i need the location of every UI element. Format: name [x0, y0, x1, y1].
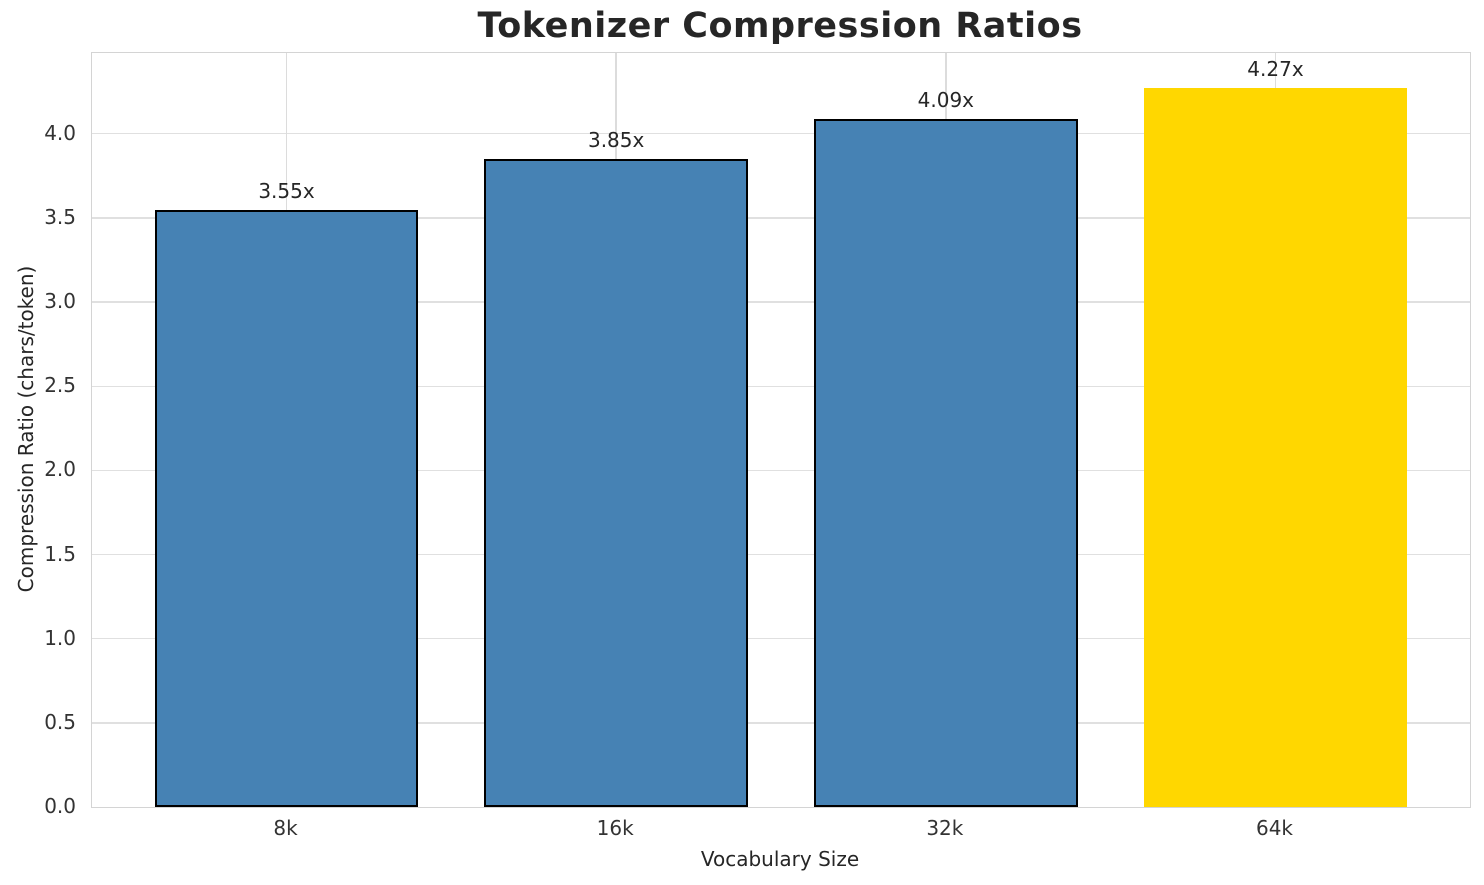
x-tick-label: 32k [926, 816, 964, 840]
y-tick-label: 4.0 [44, 120, 76, 145]
gridline-horizontal [92, 637, 1470, 640]
y-tick-label: 1.0 [44, 625, 76, 650]
plot-area: 3.55x 3.85x 4.09x 4.27x [91, 52, 1471, 808]
bar-16k [484, 159, 749, 807]
x-axis-label: Vocabulary Size [700, 847, 860, 871]
bar-value-label: 3.85x [587, 128, 645, 153]
gridline-horizontal [92, 385, 1470, 387]
y-tick-label: 2.0 [44, 457, 76, 482]
bar-value-label: 3.55x [258, 178, 315, 203]
bar-64k [1143, 88, 1408, 807]
gridline-horizontal [92, 553, 1470, 556]
y-tick-label: 0.5 [44, 709, 76, 734]
y-tick-label: 2.5 [44, 373, 76, 398]
bar-32k [813, 118, 1078, 807]
gridline-horizontal [92, 722, 1470, 724]
bar-value-label: 4.09x [917, 87, 975, 112]
x-tick-label: 16k [596, 816, 634, 840]
gridline-horizontal [92, 217, 1470, 219]
gridline-horizontal [92, 469, 1470, 472]
x-tick-label: 64k [1255, 816, 1293, 840]
gridline-horizontal [92, 301, 1470, 303]
y-tick-label: 3.0 [44, 289, 76, 314]
y-axis-label: Compression Ratio (chars/token) [14, 265, 38, 593]
chart-title: Tokenizer Compression Ratios [477, 6, 1083, 46]
bar-8k [154, 209, 419, 807]
bar-value-label: 4.27x [1247, 57, 1304, 82]
y-tick-label: 0.0 [44, 794, 76, 818]
y-tick-label: 3.5 [44, 204, 76, 229]
y-tick-label: 1.5 [44, 541, 76, 566]
x-tick-label: 8k [273, 816, 298, 840]
gridline-horizontal [92, 133, 1470, 135]
